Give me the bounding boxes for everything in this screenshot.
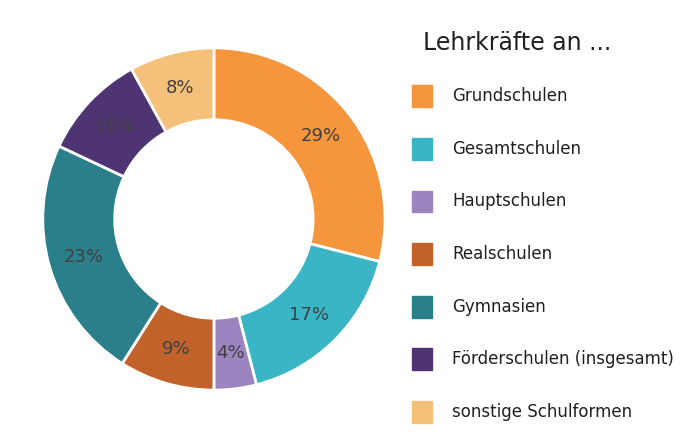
Text: Hauptschulen: Hauptschulen bbox=[453, 192, 566, 211]
FancyBboxPatch shape bbox=[412, 401, 432, 423]
Text: 17%: 17% bbox=[290, 306, 330, 324]
Wedge shape bbox=[132, 48, 214, 132]
Text: Realschulen: Realschulen bbox=[453, 245, 553, 263]
Text: 4%: 4% bbox=[217, 344, 245, 362]
Text: sonstige Schulformen: sonstige Schulformen bbox=[453, 403, 633, 421]
Wedge shape bbox=[239, 244, 380, 385]
Text: 29%: 29% bbox=[301, 127, 341, 145]
FancyBboxPatch shape bbox=[412, 138, 432, 160]
Text: Förderschulen (insgesamt): Förderschulen (insgesamt) bbox=[453, 350, 674, 368]
Text: Gesamtschulen: Gesamtschulen bbox=[453, 140, 582, 158]
FancyBboxPatch shape bbox=[412, 296, 432, 318]
Text: 10%: 10% bbox=[95, 117, 135, 135]
Text: 9%: 9% bbox=[162, 340, 190, 358]
Text: Lehrkräfte an ...: Lehrkräfte an ... bbox=[424, 31, 611, 55]
Wedge shape bbox=[59, 69, 166, 177]
FancyBboxPatch shape bbox=[412, 85, 432, 107]
Wedge shape bbox=[214, 48, 385, 261]
Wedge shape bbox=[214, 315, 257, 390]
Wedge shape bbox=[43, 146, 161, 364]
Text: Gymnasien: Gymnasien bbox=[453, 297, 546, 316]
Wedge shape bbox=[122, 303, 214, 390]
Text: 8%: 8% bbox=[166, 79, 195, 97]
Text: Grundschulen: Grundschulen bbox=[453, 87, 568, 106]
FancyBboxPatch shape bbox=[412, 348, 432, 370]
FancyBboxPatch shape bbox=[412, 243, 432, 265]
Text: 23%: 23% bbox=[64, 248, 104, 266]
FancyBboxPatch shape bbox=[412, 191, 432, 212]
